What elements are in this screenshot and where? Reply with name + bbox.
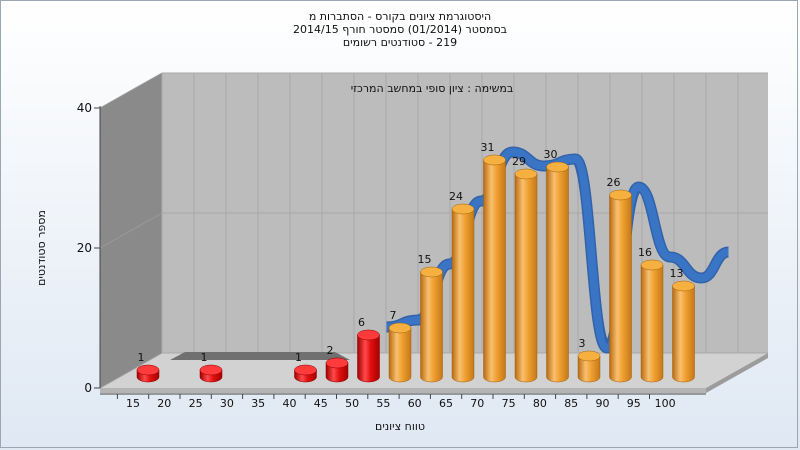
- floor-right-edge: [706, 353, 768, 393]
- trend-line: [386, 146, 730, 354]
- bar-value-label: 16: [638, 246, 652, 259]
- bar-55: 7: [388, 309, 412, 383]
- y-axis: 0 20 40: [77, 101, 101, 395]
- bar-body: [514, 173, 538, 383]
- bar-25: 1: [199, 351, 223, 383]
- bar-value-label: 15: [418, 253, 432, 266]
- bar-top: [451, 203, 475, 215]
- bar-value-label: 1: [201, 351, 208, 364]
- x-tick-label: 25: [189, 397, 203, 410]
- y-tick-label: 40: [77, 101, 92, 115]
- bar-value-label: 13: [670, 267, 684, 280]
- bar-top: [546, 161, 569, 173]
- bar-top: [577, 350, 601, 362]
- x-tick-label: 65: [439, 397, 453, 410]
- bar-body: [577, 355, 601, 383]
- bar-top: [357, 329, 380, 341]
- floor-front-edge: [100, 388, 706, 393]
- bar-60: 15: [418, 253, 443, 383]
- x-tick-label: 75: [502, 397, 516, 410]
- bar-50: 6: [357, 316, 380, 383]
- bar-value-label: 29: [512, 155, 526, 168]
- x-tick-label: 60: [408, 397, 422, 410]
- chart-subtitle: במשימה : ציון סופי במחשב המרכזי: [351, 82, 514, 95]
- x-axis-title: טווח ציונים: [375, 420, 425, 433]
- x-tick-label: 95: [627, 397, 641, 410]
- bar-value-label: 6: [358, 316, 365, 329]
- bar-top: [514, 168, 538, 180]
- bar-80: 30: [544, 148, 569, 383]
- bar-top: [640, 259, 664, 271]
- chart-title: היסטוגרמת ציונים בקורס - הסתברות מ בסמסט…: [0, 10, 800, 49]
- bar-100: 13: [670, 267, 695, 383]
- bar-body: [483, 159, 506, 383]
- bar-value-label: 2: [327, 344, 334, 357]
- x-tick-label: 40: [283, 397, 297, 410]
- bar-top: [483, 154, 506, 166]
- bar-95: 16: [638, 246, 664, 383]
- bar-body: [451, 208, 475, 383]
- bar-body: [640, 264, 664, 383]
- trend-ribbon: [386, 148, 730, 352]
- y-axis-title: מספר סטודנטים: [35, 210, 48, 286]
- x-tick-label: 100: [655, 397, 676, 410]
- bar-value-label: 3: [579, 337, 586, 350]
- x-tick-label: 85: [564, 397, 578, 410]
- grid-line-side: [99, 72, 163, 109]
- bar-85: 3: [577, 337, 601, 383]
- bar-65: 24: [449, 190, 475, 383]
- bar-value-label: 26: [607, 176, 621, 189]
- bar-90: 26: [607, 176, 632, 383]
- title-line-2: בסמסטר (01/2014) סמסטר חורף 2014/15: [293, 23, 507, 36]
- grid-lines: [99, 72, 768, 389]
- x-tick-label: 20: [157, 397, 171, 410]
- bar-value-label: 1: [295, 351, 302, 364]
- bar-45: 2: [325, 344, 349, 383]
- bar-value-label: 7: [390, 309, 397, 322]
- bar-top: [672, 280, 695, 292]
- y-tick-label: 20: [77, 241, 92, 255]
- bar-body: [546, 166, 569, 383]
- title-line-3: 219 - סטודנטים רשומים: [342, 36, 458, 49]
- bar-top: [294, 364, 317, 376]
- bar-top: [325, 357, 349, 369]
- bar-15: 1: [136, 351, 160, 383]
- bar-70: 31: [481, 141, 506, 383]
- bar-body: [672, 285, 695, 383]
- bar-body: [420, 271, 443, 383]
- bar-value-label: 24: [449, 190, 463, 203]
- bar-top: [420, 266, 443, 278]
- x-tick-label: 45: [314, 397, 328, 410]
- x-tick-label: 90: [596, 397, 610, 410]
- bar-40: 1: [294, 351, 317, 383]
- floor-slab: [170, 352, 350, 360]
- bar-body: [325, 362, 349, 383]
- bar-top: [609, 189, 632, 201]
- bar-value-label: 30: [544, 148, 558, 161]
- x-tick-label: 55: [376, 397, 390, 410]
- x-axis: 15 20 25 30 35 40 45 50 55 60 65 70 75 80 85 90 95 100: [100, 393, 706, 410]
- x-tick-label: 30: [220, 397, 234, 410]
- x-tick-label: 50: [345, 397, 359, 410]
- grid-line-side: [99, 352, 163, 389]
- bar-body: [357, 334, 380, 383]
- bar-value-label: 31: [481, 141, 495, 154]
- bar-body: [609, 194, 632, 383]
- bar-top: [388, 322, 412, 334]
- x-tick-label: 35: [251, 397, 265, 410]
- x-tick-label: 80: [533, 397, 547, 410]
- x-tick-label: 15: [126, 397, 140, 410]
- title-line-1: היסטוגרמת ציונים בקורס - הסתברות מ: [308, 10, 492, 23]
- bar-top: [136, 364, 160, 376]
- bar-75: 29: [512, 155, 538, 383]
- x-tick-label: 70: [470, 397, 484, 410]
- bar-body: [388, 327, 412, 383]
- grid-line-side: [99, 212, 163, 249]
- y-tick-label: 0: [84, 381, 92, 395]
- bar-top: [199, 364, 223, 376]
- bar-value-label: 1: [138, 351, 145, 364]
